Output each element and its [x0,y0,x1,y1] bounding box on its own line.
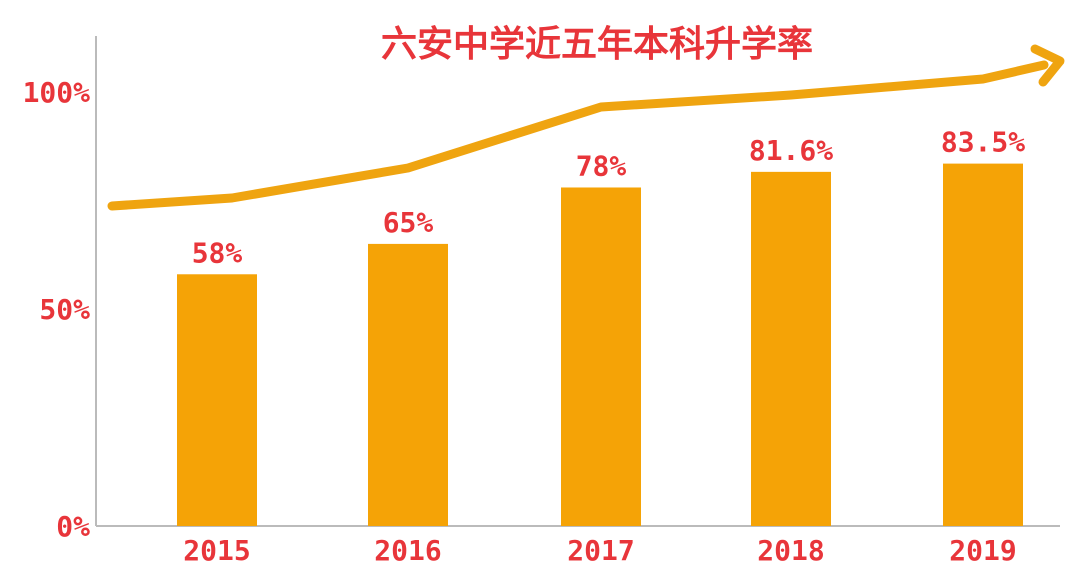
x-tick-label: 2019 [949,534,1016,567]
y-tick-label: 0% [56,510,90,543]
trend-line [107,60,1049,211]
bar [751,171,831,526]
data-label: 78% [576,149,627,182]
data-label: 65% [383,206,434,239]
chart-title: 六安中学近五年本科升学率 [381,23,813,65]
arrowhead-icon [1030,44,1065,87]
labels: 0% 50% 100% 58% 2015 65% 2016 78% 2017 81.6% 2018 8… [23,76,1026,567]
bars [177,163,1023,527]
x-tick-label: 2016 [374,534,441,567]
bar [368,243,448,526]
trend-arrow [107,44,1065,211]
bar [943,163,1023,527]
x-tick-label: 2017 [567,534,634,567]
y-tick-label: 100% [23,76,91,109]
bar [177,274,257,526]
data-label: 83.5% [941,126,1025,159]
bar [561,187,641,527]
x-tick-label: 2018 [757,534,824,567]
y-tick-label: 50% [39,293,90,326]
x-tick-label: 2015 [183,534,250,567]
data-label: 81.6% [749,134,833,167]
data-label: 58% [192,236,243,269]
